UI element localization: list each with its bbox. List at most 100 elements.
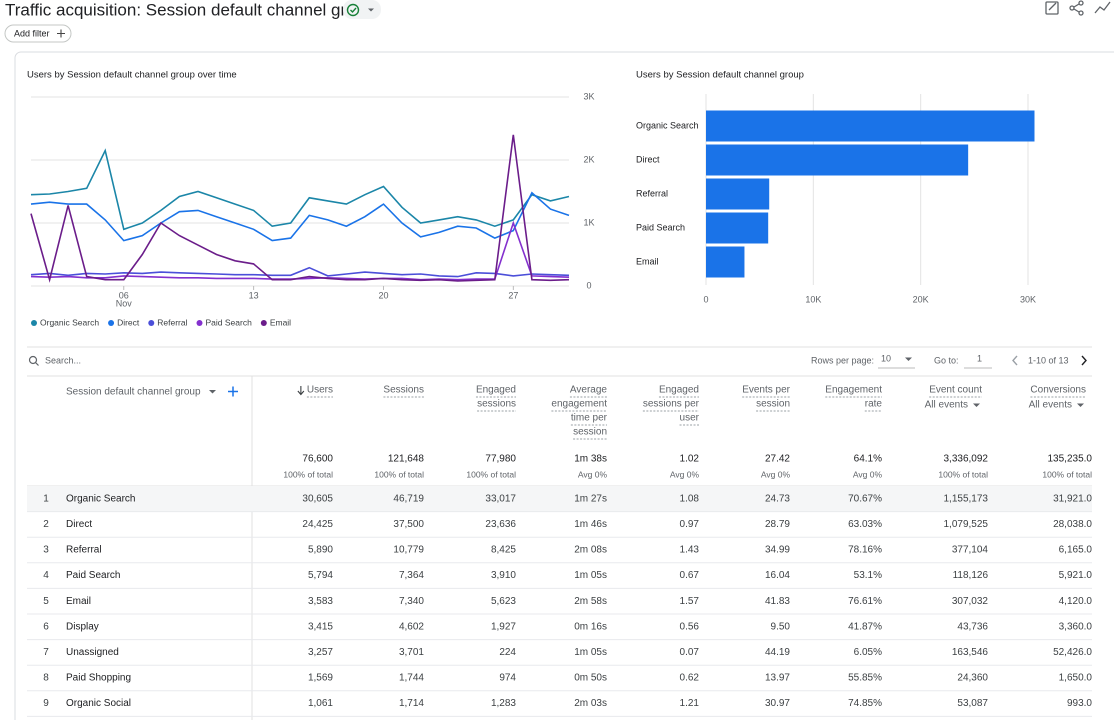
cell-value: 2m 58s — [574, 596, 607, 607]
legend-label: Paid Search — [206, 317, 253, 327]
row-name[interactable]: Paid Search — [66, 570, 120, 581]
total-value: 27.42 — [765, 454, 790, 465]
toolbar-icons[interactable] — [1045, 0, 1111, 16]
cell-value: 993.0 — [1067, 698, 1092, 709]
row-name[interactable]: Referral — [66, 545, 102, 556]
cell-value: 8,425 — [491, 545, 516, 556]
cell-value: 1m 05s — [574, 570, 607, 581]
cell-value: 307,032 — [952, 596, 989, 607]
cell-value: 0.67 — [680, 570, 700, 581]
legend-swatch — [260, 320, 267, 326]
cell-value: 1,079,525 — [944, 519, 989, 530]
column-header[interactable]: time per — [571, 413, 608, 424]
column-header[interactable]: Engaged — [659, 385, 699, 396]
cell-value: 7,364 — [399, 570, 424, 581]
column-header[interactable]: Event count — [929, 385, 982, 396]
prev-page[interactable] — [1012, 355, 1018, 366]
cell-value: 1,744 — [399, 673, 424, 684]
column-header[interactable]: session — [756, 399, 790, 410]
cell-value: 24,425 — [302, 519, 333, 530]
next-page[interactable] — [1081, 355, 1087, 366]
x-tick-label: 30K — [1020, 294, 1036, 304]
x-tick-label: 13 — [249, 290, 259, 300]
total-value: 64.1% — [854, 454, 882, 465]
row-number: 9 — [43, 698, 49, 709]
column-header[interactable]: sessions — [477, 399, 516, 410]
cell-value: 5,794 — [308, 570, 333, 581]
status-icon[interactable] — [343, 0, 381, 19]
x-tick-label: 06 — [119, 290, 129, 300]
legend-swatch — [148, 320, 155, 326]
cell-value: 28,038.0 — [1053, 519, 1092, 530]
search-input[interactable]: Search... — [45, 355, 81, 365]
cell-value: 0.56 — [680, 621, 700, 632]
cell-value: 1m 05s — [574, 647, 607, 658]
column-header[interactable]: Events per — [742, 385, 790, 396]
row-name[interactable]: Display — [66, 621, 99, 632]
row-name[interactable]: Unassigned — [66, 647, 119, 658]
cell-value: 3,701 — [399, 647, 424, 658]
legend-swatch — [108, 320, 115, 326]
cell-value: 163,546 — [952, 647, 989, 658]
cell-value: 0.07 — [680, 647, 700, 658]
go-to-label: Go to: — [934, 355, 959, 365]
total-sub: 100% of total — [466, 469, 516, 479]
column-header[interactable]: session — [573, 427, 607, 438]
category-label: Referral — [636, 188, 668, 198]
row-name[interactable]: Organic Search — [66, 493, 135, 504]
chart-title: Users by Session default channel group — [636, 70, 804, 81]
cell-value: 4,120.0 — [1059, 596, 1093, 607]
cell-value: 6,165.0 — [1059, 545, 1093, 556]
bar — [706, 178, 770, 210]
total-value: 3,336,092 — [944, 454, 989, 465]
y-tick-label: 1K — [583, 217, 594, 227]
cell-value: 4,602 — [399, 621, 424, 632]
row-name[interactable]: Email — [66, 596, 91, 607]
x-month-label: Nov — [116, 298, 133, 308]
dropdown-arrow — [905, 357, 912, 361]
cell-value: 28.79 — [765, 519, 790, 530]
row-name[interactable]: Organic Social — [66, 698, 131, 709]
cell-value: 6.05% — [854, 647, 882, 658]
cell-value: 31,921.0 — [1053, 493, 1092, 504]
column-header[interactable]: engagement — [551, 399, 607, 410]
column-header[interactable]: Users — [307, 385, 333, 396]
cell-value: 1,061 — [308, 698, 333, 709]
column-header[interactable]: rate — [865, 399, 883, 410]
column-header[interactable]: sessions per — [643, 399, 700, 410]
cell-value: 1.21 — [680, 698, 700, 709]
cell-value: 0.62 — [680, 673, 700, 684]
column-header[interactable]: Engagement — [825, 385, 882, 396]
column-header[interactable]: user — [680, 413, 700, 424]
cell-value: 53,087 — [957, 698, 988, 709]
rows-per-page-select[interactable]: 10 — [881, 353, 891, 363]
dimension-header[interactable]: Session default channel group — [66, 387, 201, 398]
add-dimension[interactable] — [228, 386, 238, 397]
cell-value: 78.16% — [848, 545, 882, 556]
row-number: 4 — [43, 570, 49, 581]
cell-value: 43,736 — [957, 621, 988, 632]
add-filter-button[interactable]: Add filter — [4, 24, 72, 43]
total-value: 1m 38s — [574, 454, 607, 465]
cell-value: 224 — [499, 647, 516, 658]
total-value: 76,600 — [302, 454, 333, 465]
row-highlight — [27, 486, 1092, 512]
column-sub-header[interactable]: All events — [1029, 400, 1072, 411]
page-range: 1-10 of 13 — [1028, 355, 1069, 365]
column-sub-header[interactable]: All events — [925, 400, 968, 411]
dropdown-arrow — [209, 390, 216, 394]
cell-value: 0m 50s — [574, 673, 607, 684]
legend-label: Direct — [117, 317, 140, 327]
column-header[interactable]: Average — [570, 385, 608, 396]
bar — [706, 246, 745, 278]
cell-value: 41.83 — [765, 596, 790, 607]
row-name[interactable]: Direct — [66, 519, 92, 530]
chart-title: Users by Session default channel group o… — [27, 70, 237, 81]
cell-value: 76.61% — [848, 596, 882, 607]
column-header[interactable]: Sessions — [383, 385, 424, 396]
row-name[interactable]: Paid Shopping — [66, 673, 131, 684]
column-header[interactable]: Conversions — [1030, 385, 1086, 396]
go-to-input[interactable]: 1 — [977, 353, 982, 363]
column-header[interactable]: Engaged — [476, 385, 516, 396]
row-number: 5 — [43, 596, 49, 607]
